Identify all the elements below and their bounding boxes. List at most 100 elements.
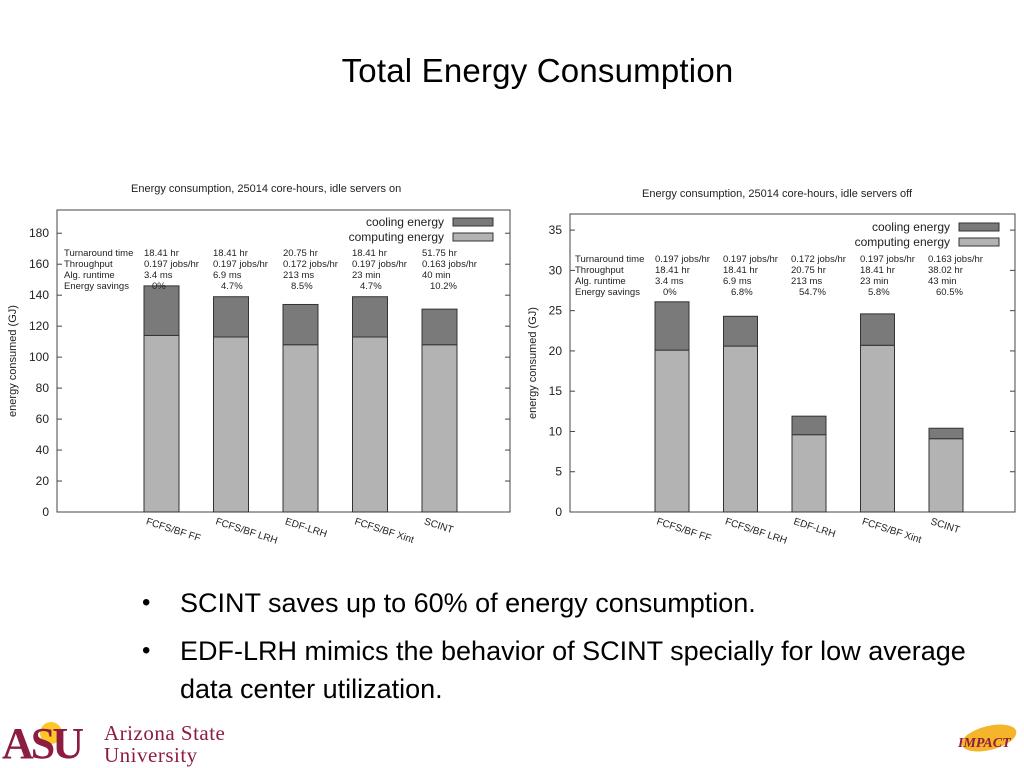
table-cell: 18.41 hr [213, 248, 248, 259]
table-cell: 0.197 jobs/hr [213, 259, 268, 270]
legend-swatch [958, 237, 1000, 247]
legend-label: computing energy [349, 230, 444, 244]
sunburst-icon [40, 722, 62, 744]
table-cell: 18.41 hr [860, 265, 895, 276]
y-tick-label: 5 [555, 465, 562, 479]
x-tick-label: EDF-LRH [792, 516, 837, 540]
table-row-label: Energy savings [575, 287, 640, 298]
y-tick-label: 100 [29, 350, 49, 364]
table-cell: 40 min [422, 270, 451, 281]
chart-idle-servers-off-svg: Energy consumption, 25014 core-hours, id… [527, 188, 1016, 547]
y-tick-label: 20 [36, 474, 50, 488]
bar-computing-energy [352, 336, 388, 513]
bar-cooling-energy [860, 313, 895, 346]
table-cell: 8.5% [291, 281, 313, 292]
x-tick-label: SCINT [423, 516, 455, 536]
chart-idle-servers-on-svg: Energy consumption, 25014 core-hours, id… [7, 183, 511, 547]
table-row-label: Turnaround time [64, 248, 133, 259]
table-cell: 0% [152, 281, 166, 292]
table-cell: 5.8% [868, 287, 890, 298]
bar-computing-energy [860, 344, 895, 513]
bar-cooling-energy [421, 308, 458, 346]
table-cell: 10.2% [430, 281, 457, 292]
impact-logo: IMPACT [955, 719, 1021, 766]
asu-logo-mark: ASU [2, 719, 84, 768]
y-tick-label: 15 [549, 384, 563, 398]
x-tick-label: FCFS/BF Xint [353, 516, 415, 546]
bar-computing-energy [421, 344, 458, 513]
legend-label: cooling energy [366, 215, 444, 229]
bar-computing-energy [654, 349, 690, 513]
asu-logo-line2: University [104, 743, 198, 767]
table-cell: 3.4 ms [655, 276, 684, 287]
x-tick-label: FCFS/BF LRH [724, 516, 789, 546]
legend-swatch [452, 217, 494, 227]
table-cell: 23 min [860, 276, 889, 287]
table-cell: 18.41 hr [144, 248, 179, 259]
bar-computing-energy [213, 336, 249, 513]
y-tick-label: 10 [549, 424, 563, 438]
chart-idle-servers-off: Energy consumption, 25014 core-hours, id… [518, 180, 1024, 552]
table-cell: 6.9 ms [213, 270, 242, 281]
table-cell: 38.02 hr [928, 265, 963, 276]
table-cell: 0.197 jobs/hr [723, 254, 778, 265]
bullet-item: • SCINT saves up to 60% of energy consum… [142, 584, 982, 622]
table-cell: 6.8% [731, 287, 753, 298]
y-tick-label: 40 [36, 443, 50, 457]
x-tick-label: FCFS/BF FF [655, 516, 712, 544]
table-cell: 60.5% [936, 287, 963, 298]
legend-swatch [452, 232, 494, 242]
table-row-label: Throughput [575, 265, 624, 276]
bar-cooling-energy [282, 303, 319, 346]
bar-cooling-energy [654, 301, 690, 351]
y-tick-label: 80 [36, 381, 50, 395]
table-cell: 54.7% [799, 287, 826, 298]
bar-computing-energy [791, 434, 827, 513]
table-cell: 0.163 jobs/hr [422, 259, 477, 270]
legend-label: computing energy [855, 235, 950, 249]
table-cell: 43 min [928, 276, 957, 287]
y-tick-label: 160 [29, 257, 49, 271]
table-row-label: Throughput [64, 259, 113, 270]
bar-cooling-energy [928, 427, 964, 440]
bar-computing-energy [143, 334, 180, 513]
bar-cooling-energy [352, 296, 388, 338]
x-tick-label: SCINT [929, 516, 961, 536]
chart-title: Energy consumption, 25014 core-hours, id… [131, 183, 401, 195]
table-row-label: Turnaround time [575, 254, 644, 265]
table-cell: 3.4 ms [144, 270, 173, 281]
table-cell: 6.9 ms [723, 276, 752, 287]
bullet-text: SCINT saves up to 60% of energy consumpt… [180, 588, 756, 618]
table-cell: 0.197 jobs/hr [655, 254, 710, 265]
bullet-dot-icon: • [142, 637, 151, 664]
table-cell: 20.75 hr [791, 265, 826, 276]
y-tick-label: 120 [29, 319, 49, 333]
y-tick-label: 140 [29, 288, 49, 302]
table-row-label: Alg. runtime [64, 270, 115, 281]
legend-swatch [958, 222, 1000, 232]
bar-cooling-energy [723, 315, 758, 347]
table-cell: 4.7% [221, 281, 243, 292]
table-cell: 18.41 hr [655, 265, 690, 276]
y-tick-label: 60 [36, 412, 50, 426]
bullet-item: • EDF-LRH mimics the behavior of SCINT s… [142, 632, 982, 708]
table-cell: 0.197 jobs/hr [860, 254, 915, 265]
table-cell: 23 min [352, 270, 381, 281]
y-tick-label: 20 [549, 344, 563, 358]
bar-computing-energy [723, 345, 758, 513]
bar-cooling-energy [213, 296, 249, 338]
bar-cooling-energy [143, 285, 180, 336]
y-tick-label: 35 [549, 223, 563, 237]
table-cell: 4.7% [360, 281, 382, 292]
table-cell: 0.172 jobs/hr [283, 259, 338, 270]
table-cell: 0.197 jobs/hr [144, 259, 199, 270]
table-cell: 0.197 jobs/hr [352, 259, 407, 270]
table-cell: 213 ms [283, 270, 314, 281]
impact-logo-text: IMPACT [958, 736, 1011, 751]
table-cell: 0.163 jobs/hr [928, 254, 983, 265]
y-axis-label: energy consumed (GJ) [527, 307, 539, 419]
y-tick-label: 0 [42, 505, 49, 519]
chart-idle-servers-on: Energy consumption, 25014 core-hours, id… [0, 176, 520, 548]
bar-computing-energy [928, 438, 964, 513]
x-tick-label: FCFS/BF Xint [861, 516, 923, 546]
